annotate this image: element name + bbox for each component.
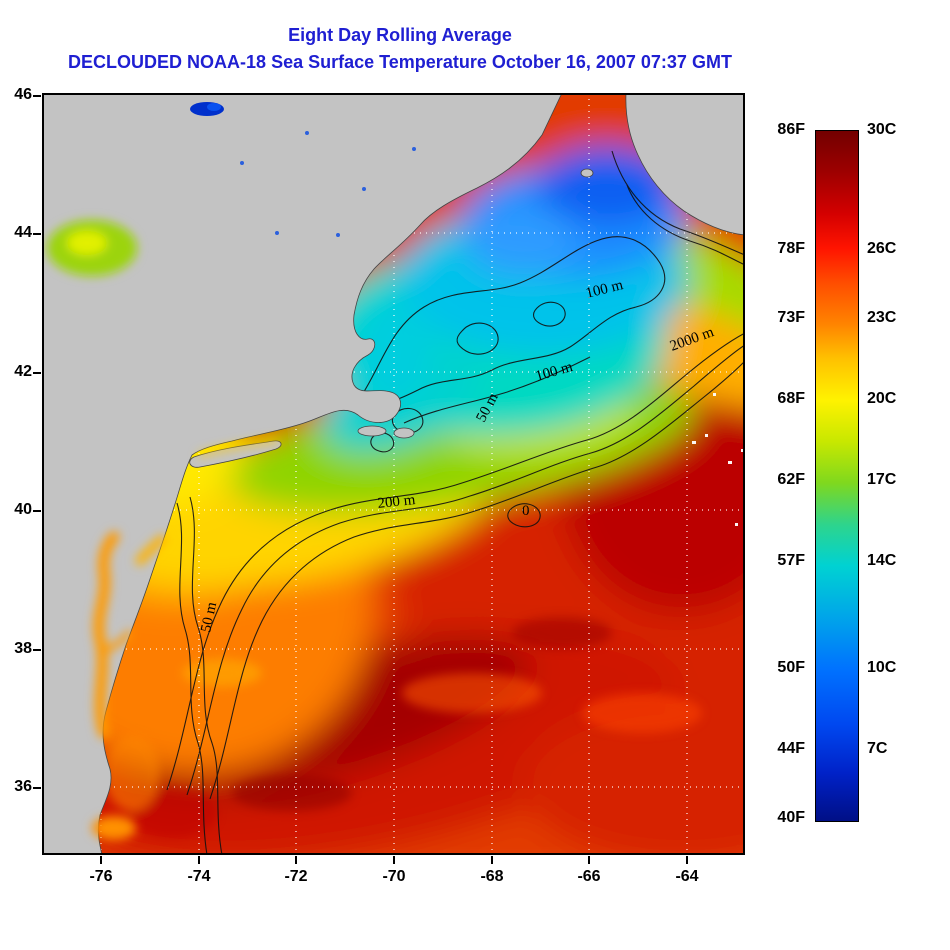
x-tickmark: [393, 856, 395, 864]
map-plot-area: 100 m 2000 m 100 m 50 m 200 m 0 50 m: [42, 93, 745, 855]
colorbar-label-c: 20C: [867, 390, 897, 407]
x-axis-label: -70: [382, 868, 406, 885]
contour-label-200m: 200 m: [377, 492, 417, 512]
colorbar-label-f: 73F: [777, 309, 805, 326]
y-tickmark: [33, 372, 41, 374]
chesapeake-bay: [93, 531, 120, 739]
colorbar-label-c: 30C: [867, 121, 897, 138]
title-line-2: DECLOUDED NOAA-18 Sea Surface Temperatur…: [68, 52, 732, 72]
colorbar-label-c: 26C: [867, 240, 897, 257]
colorbar-label-c: 10C: [867, 659, 897, 676]
x-axis-label: -68: [480, 868, 504, 885]
x-axis-label: -72: [284, 868, 308, 885]
colorbar-label-f: 40F: [777, 809, 805, 826]
left-green-patch: [47, 220, 137, 276]
cloud-specks: [692, 393, 744, 526]
long-island-sound: [198, 438, 279, 457]
y-axis-label: 38: [14, 640, 32, 657]
mainland-coast: [42, 93, 563, 855]
colorbar-label-f: 44F: [777, 740, 805, 757]
y-axis-label: 42: [14, 363, 32, 380]
colorbar-label-f: 62F: [777, 471, 805, 488]
title-line-1: Eight Day Rolling Average: [288, 25, 512, 45]
colorbar-label-f: 57F: [777, 552, 805, 569]
nova-scotia: [625, 93, 745, 236]
colorbar-label-f: 50F: [777, 659, 805, 676]
y-tickmark: [33, 95, 41, 97]
y-axis-label: 40: [14, 501, 32, 518]
y-tickmark: [33, 233, 41, 235]
contour-label-0: 0: [522, 503, 530, 519]
y-axis-label: 44: [14, 224, 32, 241]
y-tickmark: [33, 510, 41, 512]
x-tickmark: [198, 856, 200, 864]
land-masses: [42, 93, 745, 855]
colorbar-label-c: 14C: [867, 552, 897, 569]
temperature-colorbar: [815, 130, 859, 822]
x-tickmark: [686, 856, 688, 864]
colorbar-label-f: 78F: [777, 240, 805, 257]
y-axis-label: 36: [14, 778, 32, 795]
x-tickmark: [100, 856, 102, 864]
colorbar-label-c: 7C: [867, 740, 888, 757]
potomac-river: [97, 630, 133, 656]
x-tickmark: [295, 856, 297, 864]
x-axis-label: -76: [89, 868, 113, 885]
pamlico-sound: [92, 816, 136, 840]
figure-title: Eight Day Rolling Average DECLOUDED NOAA…: [0, 22, 800, 76]
delaware-bay: [135, 534, 167, 566]
colorbar-label-f: 68F: [777, 390, 805, 407]
lake-highlight: [207, 103, 221, 111]
island-c: [580, 168, 594, 178]
island-a: [357, 425, 387, 437]
plot-border: [42, 93, 745, 855]
x-axis-label: -64: [675, 868, 699, 885]
colorbar-label-c: 23C: [867, 309, 897, 326]
sst-mottle-layer: [104, 617, 702, 838]
y-tickmark: [33, 649, 41, 651]
x-tickmark: [491, 856, 493, 864]
inland-water: [47, 102, 416, 840]
x-axis-label: -66: [577, 868, 601, 885]
x-tickmark: [588, 856, 590, 864]
bathymetry-contours: [166, 150, 745, 855]
sst-map-canvas: 100 m 2000 m 100 m 50 m 200 m 0 50 m: [42, 93, 745, 855]
y-tickmark: [33, 787, 41, 789]
x-axis-label: -74: [187, 868, 211, 885]
y-axis-label: 46: [14, 86, 32, 103]
colorbar-label-c: 17C: [867, 471, 897, 488]
small-lakes: [240, 131, 416, 237]
island-b: [393, 427, 415, 439]
contour-label-50m-b: 50 m: [198, 600, 220, 633]
estuaries: [93, 438, 279, 739]
colorbar-label-f: 86F: [777, 121, 805, 138]
